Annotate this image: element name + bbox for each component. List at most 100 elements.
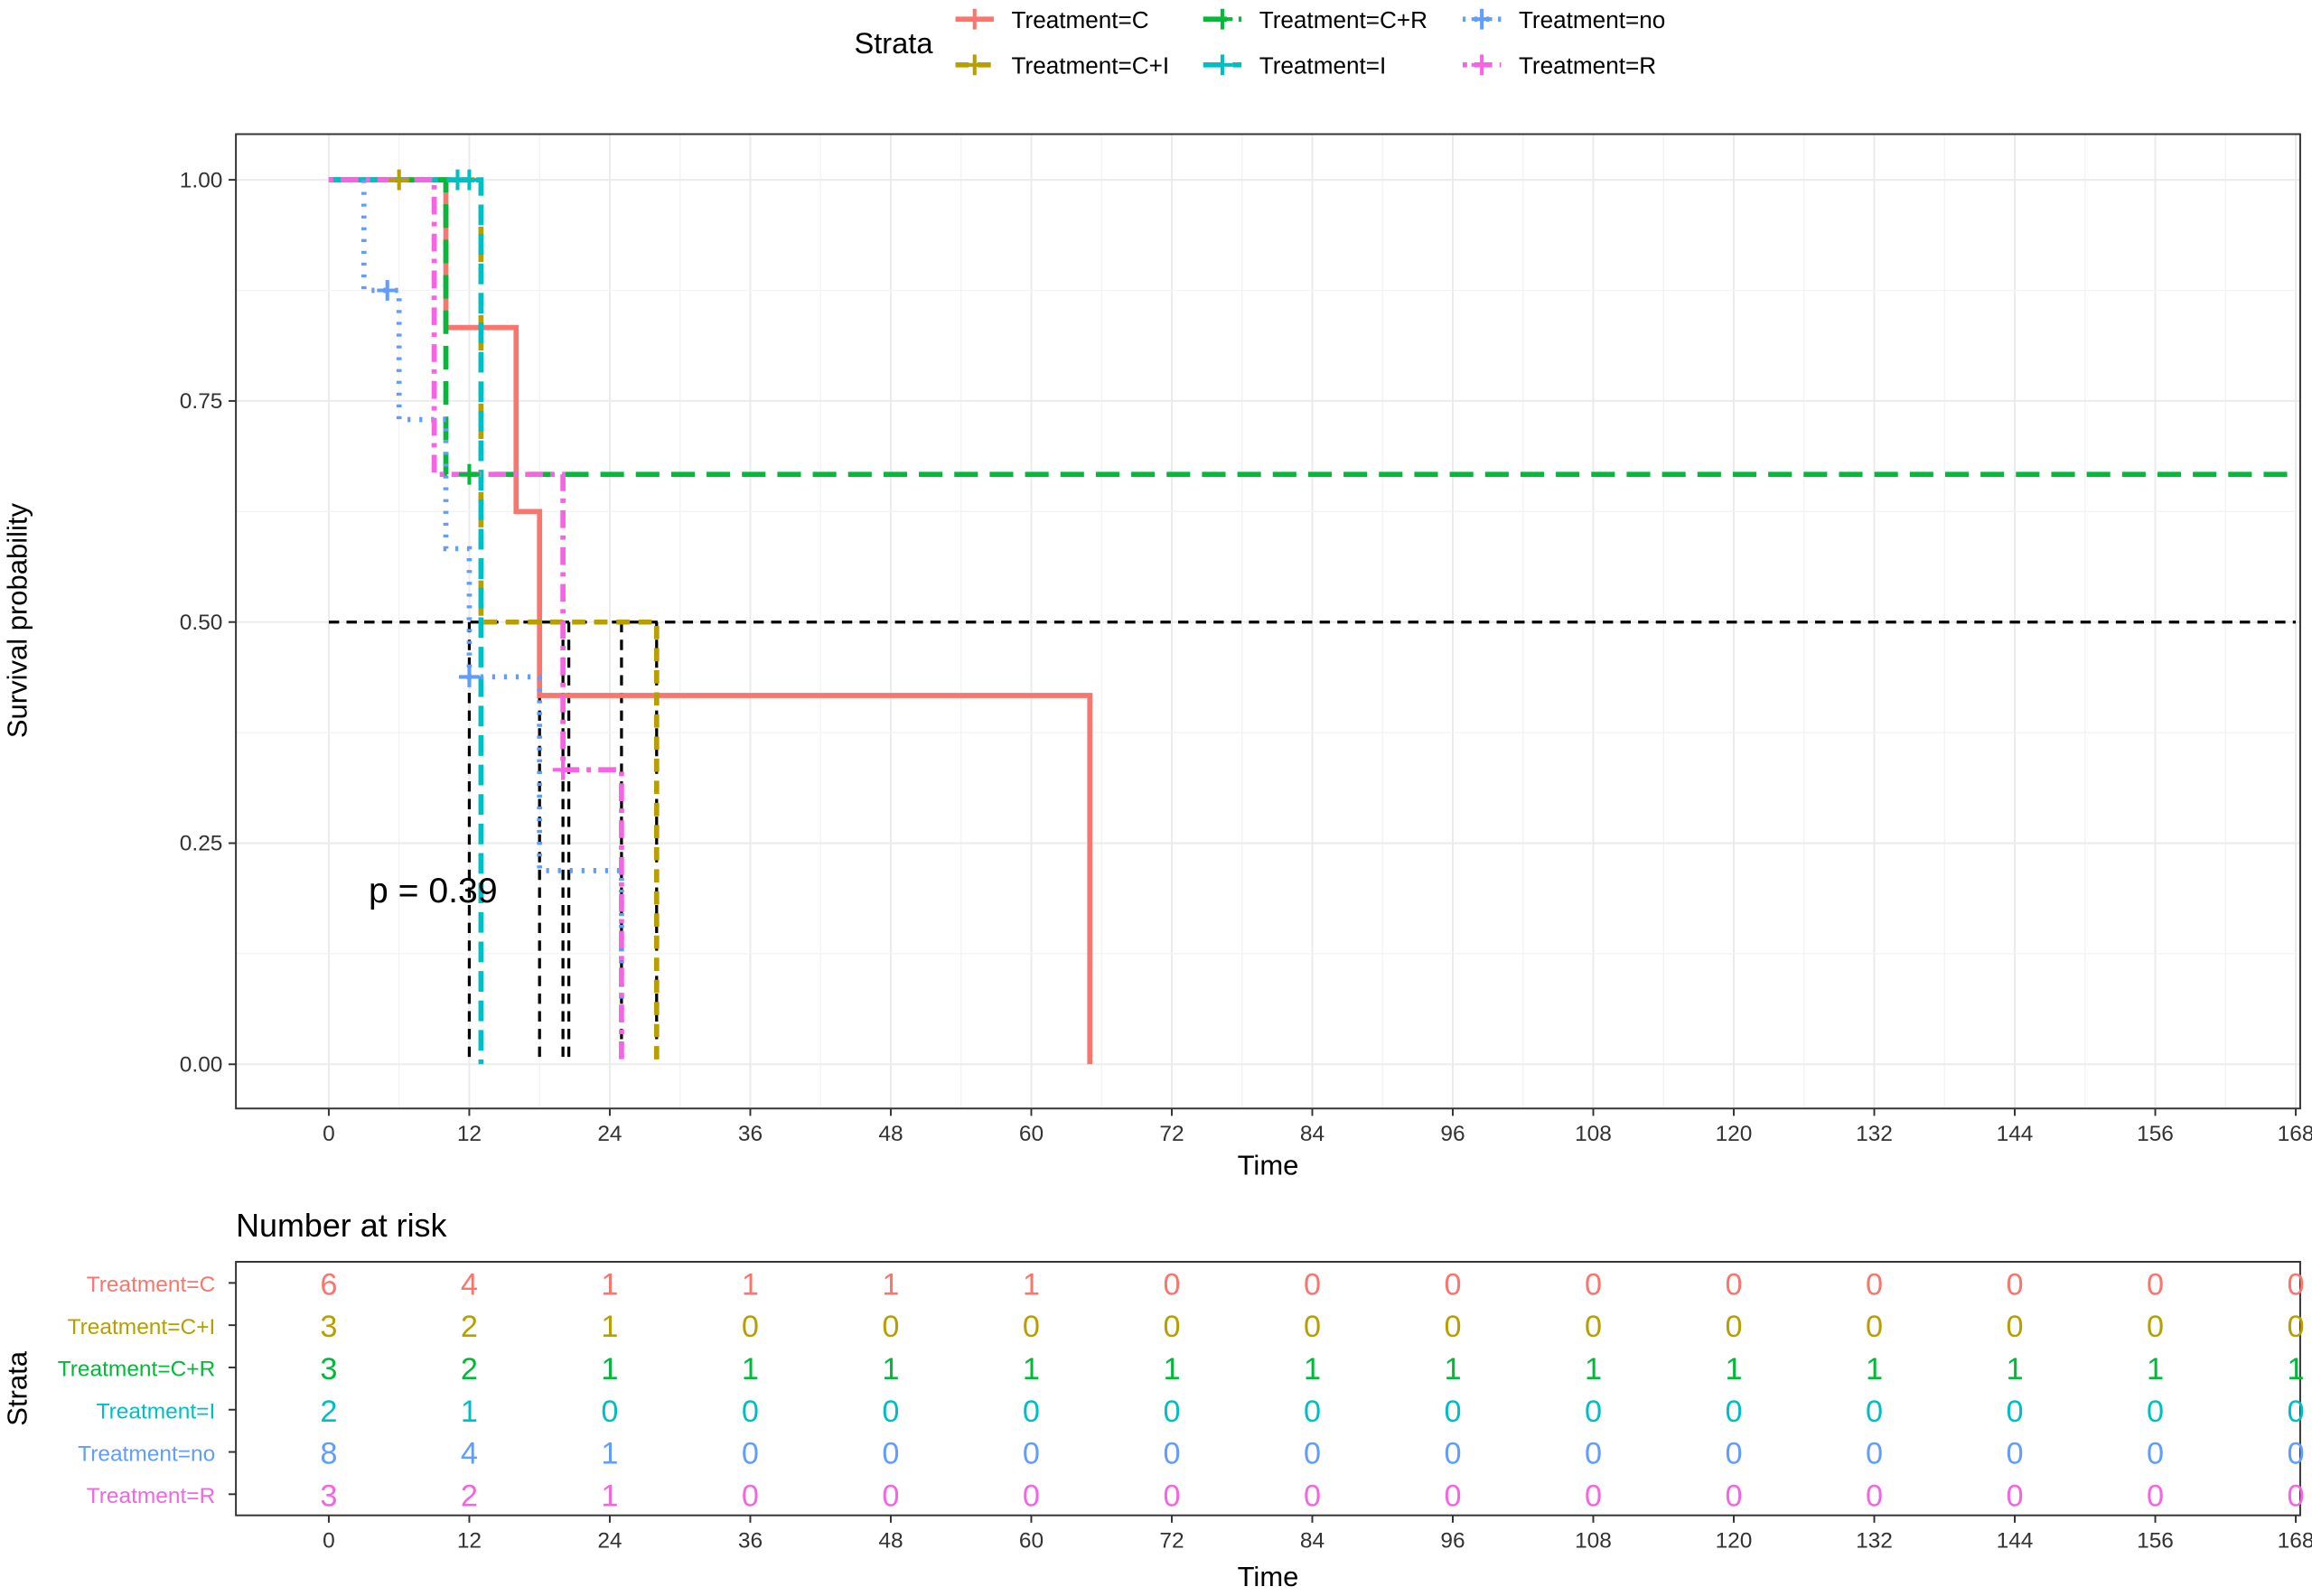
x-tick-label: 156 — [2137, 1122, 2174, 1146]
risk-cell-value: 0 — [1023, 1310, 1040, 1344]
y-tick-label: 1.00 — [180, 168, 223, 192]
censor-mark — [388, 169, 410, 191]
curve-treatment-r — [328, 177, 624, 1065]
risk-x-tick-label: 144 — [1997, 1529, 2034, 1554]
censor-mark — [459, 666, 480, 687]
survival-curves — [328, 177, 2297, 1065]
y-tick-label: 0.25 — [180, 832, 223, 856]
grid — [236, 134, 2300, 1109]
y-axis-ticks: 0.00 0.25 0.50 0.75 1.00 — [180, 168, 237, 1077]
risk-cell-value: 0 — [1304, 1437, 1321, 1471]
censor-mark — [459, 169, 480, 191]
risk-table-y-label: Strata — [1, 1350, 33, 1425]
risk-cell-value: 2 — [461, 1352, 478, 1386]
risk-table-title: Number at risk — [236, 1208, 446, 1244]
risk-cell-value: 0 — [1585, 1437, 1602, 1471]
risk-cell-value: 1 — [601, 1437, 618, 1471]
risk-cell-value: 1 — [1725, 1352, 1742, 1386]
legend-key-cross — [964, 54, 986, 76]
risk-cell-value: 1 — [2287, 1352, 2304, 1386]
y-tick-label: 0.00 — [180, 1052, 223, 1077]
risk-cell-value: 0 — [2287, 1267, 2304, 1302]
risk-row-label: Treatment=C+R — [58, 1358, 216, 1382]
risk-x-tick-label: 120 — [1716, 1529, 1753, 1554]
risk-row-label: Treatment=R — [87, 1484, 216, 1508]
legend-key-cross — [1212, 8, 1233, 30]
legend-key-cross — [1212, 54, 1233, 76]
risk-cell-value: 0 — [1163, 1437, 1180, 1471]
risk-cell-value: 3 — [320, 1479, 337, 1513]
risk-row-label: Treatment=C — [87, 1273, 216, 1297]
risk-cell-value: 1 — [742, 1352, 759, 1386]
p-value-annotation: p = 0.39 — [369, 872, 498, 910]
x-tick-label: 168 — [2278, 1122, 2312, 1146]
censor-marks — [377, 169, 574, 780]
legend-label: Treatment=C+I — [1012, 52, 1170, 79]
risk-cell-value: 0 — [1725, 1310, 1742, 1344]
x-tick-label: 108 — [1575, 1122, 1612, 1146]
legend: Strata Treatment=C Treatment=C+I Treatment… — [854, 6, 1665, 79]
x-tick-label: 96 — [1440, 1122, 1465, 1146]
curve-treatment-i — [328, 177, 484, 1065]
y-tick-label: 0.75 — [180, 389, 223, 414]
risk-cell-value: 0 — [742, 1395, 759, 1429]
x-tick-label: 0 — [323, 1122, 335, 1146]
risk-cell-value: 0 — [2006, 1267, 2023, 1302]
x-tick-label: 60 — [1019, 1122, 1044, 1146]
x-tick-label: 48 — [878, 1122, 903, 1146]
y-tick-label: 0.50 — [180, 611, 223, 635]
risk-cell-value: 0 — [882, 1310, 899, 1344]
risk-cell-value: 0 — [1163, 1267, 1180, 1302]
x-tick-label: 144 — [1997, 1122, 2034, 1146]
risk-cell-value: 1 — [2147, 1352, 2164, 1386]
risk-cell-value: 0 — [1444, 1310, 1461, 1344]
risk-cell-value: 0 — [1585, 1395, 1602, 1429]
risk-cell-value: 0 — [2147, 1310, 2164, 1344]
risk-cell-value: 2 — [461, 1479, 478, 1513]
risk-cell-value: 0 — [1866, 1437, 1883, 1471]
x-tick-label: 24 — [597, 1122, 622, 1146]
risk-cell-value: 0 — [882, 1395, 899, 1429]
risk-cell-value: 0 — [1023, 1395, 1040, 1429]
risk-table-border — [235, 1261, 2301, 1517]
risk-cell-value: 0 — [882, 1437, 899, 1471]
legend-label: Treatment=C — [1012, 6, 1149, 33]
risk-cell-value: 0 — [1444, 1479, 1461, 1513]
risk-cell-value: 0 — [2147, 1437, 2164, 1471]
risk-cell-value: 0 — [2147, 1479, 2164, 1513]
risk-cell-value: 1 — [601, 1310, 618, 1344]
risk-x-tick-label: 84 — [1300, 1529, 1324, 1554]
risk-cell-value: 1 — [601, 1267, 618, 1302]
risk-cell-value: 0 — [1725, 1267, 1742, 1302]
risk-cell-value: 0 — [1585, 1267, 1602, 1302]
risk-x-tick-label: 0 — [323, 1529, 335, 1554]
risk-cell-value: 0 — [2006, 1310, 2023, 1344]
risk-cell-value: 0 — [1163, 1310, 1180, 1344]
risk-cell-value: 0 — [1585, 1310, 1602, 1344]
risk-x-tick-label: 168 — [2278, 1529, 2312, 1554]
risk-cell-value: 1 — [461, 1395, 478, 1429]
risk-x-tick-label: 36 — [738, 1529, 763, 1554]
legend-key-cross — [1471, 54, 1493, 76]
risk-cell-value: 0 — [2287, 1395, 2304, 1429]
curve-treatment-c — [328, 177, 1093, 1065]
risk-cell-value: 0 — [1725, 1395, 1742, 1429]
risk-cell-value: 0 — [1163, 1395, 1180, 1429]
survival-plot-panel: 0.00 0.25 0.50 0.75 1.00 0 12 24 36 48 60 72 84 96 10… — [1, 133, 2312, 1181]
risk-cell-value: 0 — [2147, 1395, 2164, 1429]
y-axis-label: Survival probability — [1, 502, 33, 738]
risk-cell-value: 1 — [2006, 1352, 2023, 1386]
risk-x-tick-label: 72 — [1159, 1529, 1184, 1554]
legend-key-cross — [964, 8, 986, 30]
risk-cell-value: 2 — [320, 1395, 337, 1429]
risk-cell-value: 0 — [1866, 1395, 1883, 1429]
risk-cell-value: 1 — [882, 1267, 899, 1302]
risk-cell-value: 0 — [2147, 1267, 2164, 1302]
risk-cell-value: 0 — [1866, 1310, 1883, 1344]
curve-treatment-no — [328, 177, 624, 1065]
legend-label: Treatment=I — [1259, 52, 1387, 79]
censor-mark — [459, 463, 480, 485]
x-axis-label: Time — [1238, 1150, 1299, 1181]
legend-label: Treatment=C+R — [1259, 6, 1427, 33]
